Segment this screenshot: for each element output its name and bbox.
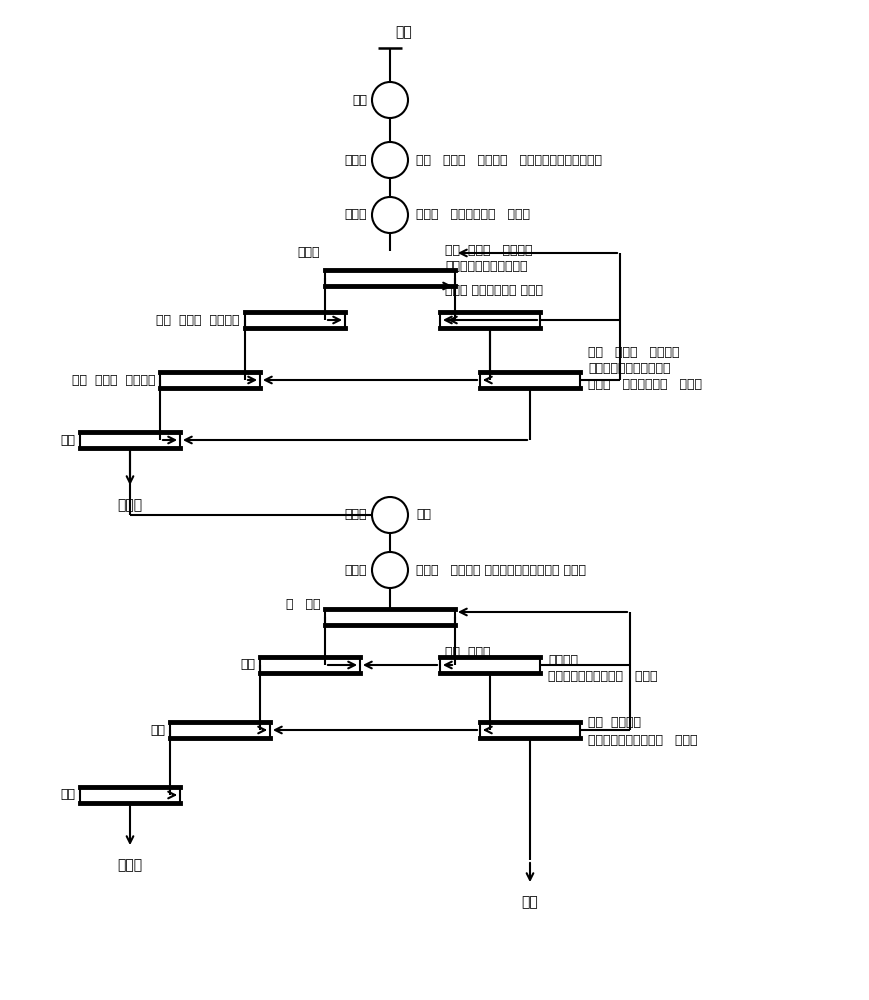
Text: 石灰  丁基黄药: 石灰 丁基黄药	[588, 716, 641, 728]
Text: 石灰: 石灰	[416, 508, 431, 522]
Text: 搅拌槽: 搅拌槽	[344, 209, 367, 222]
Text: 石灰: 石灰	[150, 724, 165, 736]
Text: 石灰: 石灰	[240, 658, 255, 672]
Text: 石灰: 石灰	[60, 434, 75, 446]
Text: 乙硫氮   黄原酸丙烯酯   松醇油: 乙硫氮 黄原酸丙烯酯 松醇油	[588, 378, 702, 391]
Text: 亚烷基二硫代氨基甲酸酯: 亚烷基二硫代氨基甲酸酯	[445, 259, 527, 272]
Text: 乙硫氮 黄原酸丙烯酯 松醇油: 乙硫氮 黄原酸丙烯酯 松醇油	[445, 284, 543, 298]
Text: 丁基黄药: 丁基黄药	[548, 654, 578, 666]
Text: 硫酸铜   丁基黄药 异丙基黄原酸甲酸乙酯 松醇油: 硫酸铜 丁基黄药 异丙基黄原酸甲酸乙酯 松醇油	[416, 564, 586, 576]
Text: 铅精矿: 铅精矿	[117, 498, 143, 512]
Text: 尾矿: 尾矿	[521, 895, 539, 909]
Text: 搅拌槽: 搅拌槽	[344, 508, 367, 522]
Text: 锌精矿: 锌精矿	[117, 858, 143, 872]
Text: 乙硫氮   黄原酸丙烯酯   松醇油: 乙硫氮 黄原酸丙烯酯 松醇油	[416, 209, 530, 222]
Text: 搅拌槽: 搅拌槽	[344, 564, 367, 576]
Text: 石灰  硫酸铜: 石灰 硫酸铜	[445, 647, 490, 660]
Text: 异丙基黄原酸甲酸乙酯   松醇油: 异丙基黄原酸甲酸乙酯 松醇油	[548, 670, 658, 684]
Text: 锌   粗选: 锌 粗选	[286, 598, 320, 611]
Text: 石灰   硫酸锌   亚硫酸钠   亚烷基二硫代氨基甲酸酯: 石灰 硫酸锌 亚硫酸钠 亚烷基二硫代氨基甲酸酯	[416, 153, 602, 166]
Text: 铅粗选: 铅粗选	[297, 246, 320, 259]
Text: 石灰: 石灰	[60, 788, 75, 802]
Text: 亚烷基二硫代氨基甲酸酯: 亚烷基二硫代氨基甲酸酯	[588, 361, 671, 374]
Text: 石灰   硫酸锌   亚硫酸钠: 石灰 硫酸锌 亚硫酸钠	[588, 346, 680, 359]
Text: 石灰  硫酸锌  亚硫酸钠: 石灰 硫酸锌 亚硫酸钠	[156, 314, 240, 326]
Text: 石灰  硫酸锌  亚硫酸钠: 石灰 硫酸锌 亚硫酸钠	[71, 373, 155, 386]
Text: 石灰  硫酸锌   亚硫酸钠: 石灰 硫酸锌 亚硫酸钠	[445, 243, 533, 256]
Text: 磨矿: 磨矿	[352, 94, 367, 106]
Text: 搅拌槽: 搅拌槽	[344, 153, 367, 166]
Text: 原矿: 原矿	[395, 25, 412, 39]
Text: 异丙基黄原酸甲酸乙酯   松醇油: 异丙基黄原酸甲酸乙酯 松醇油	[588, 734, 698, 746]
